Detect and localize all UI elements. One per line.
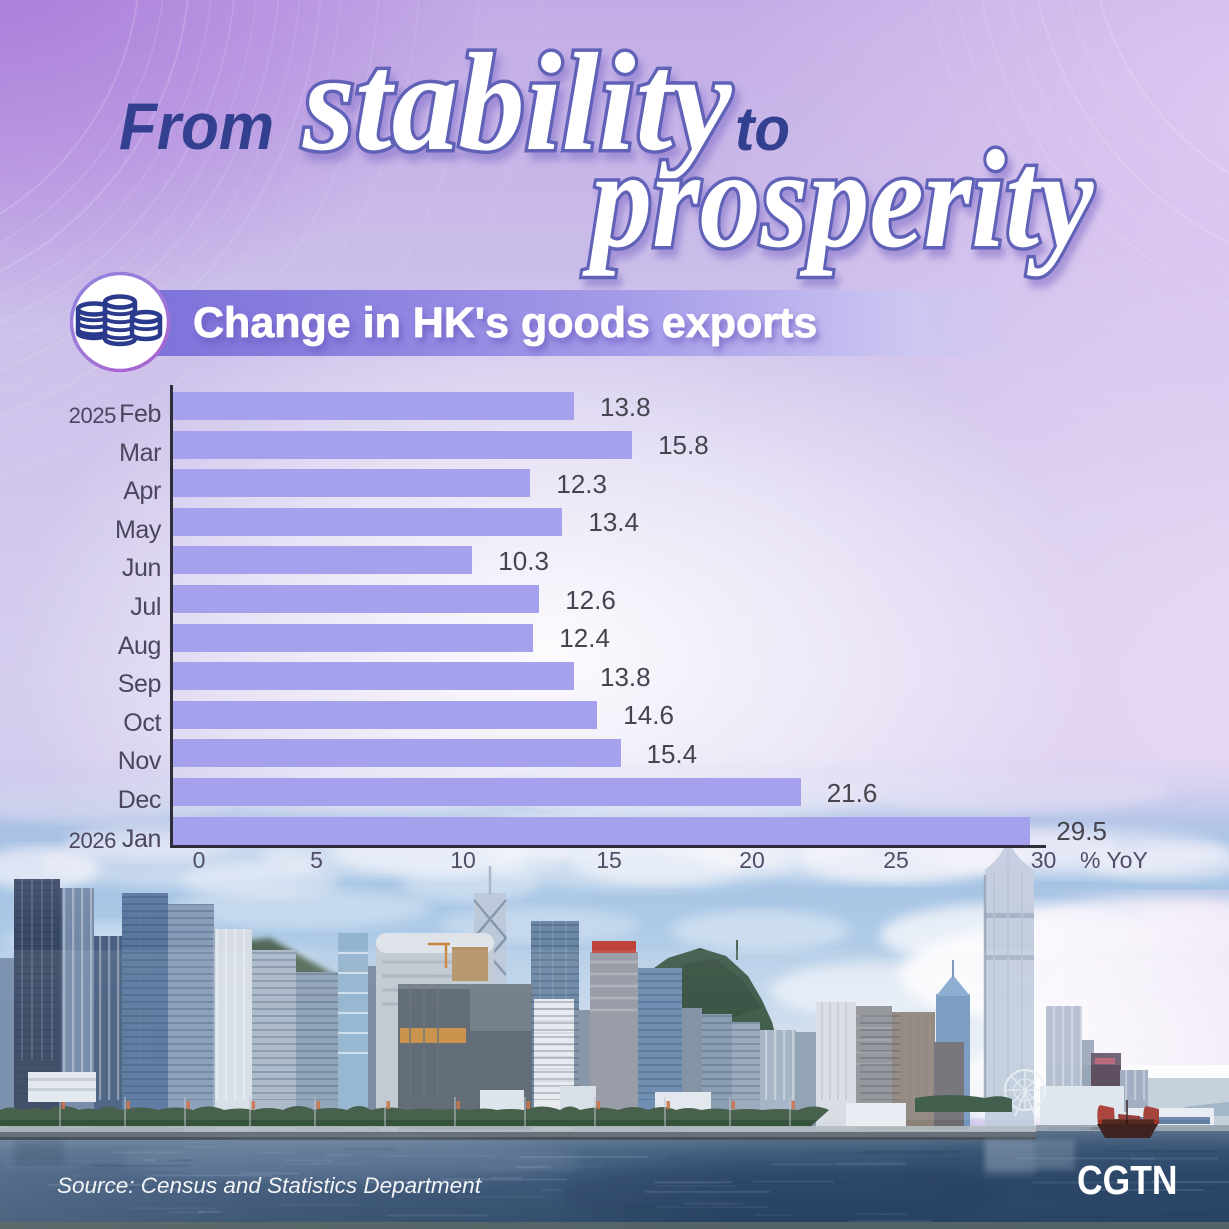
svg-text:prosperity: prosperity	[582, 122, 1094, 276]
svg-text:stability: stability	[302, 24, 732, 180]
svg-text:to: to	[735, 94, 790, 163]
svg-text:From: From	[119, 89, 274, 163]
